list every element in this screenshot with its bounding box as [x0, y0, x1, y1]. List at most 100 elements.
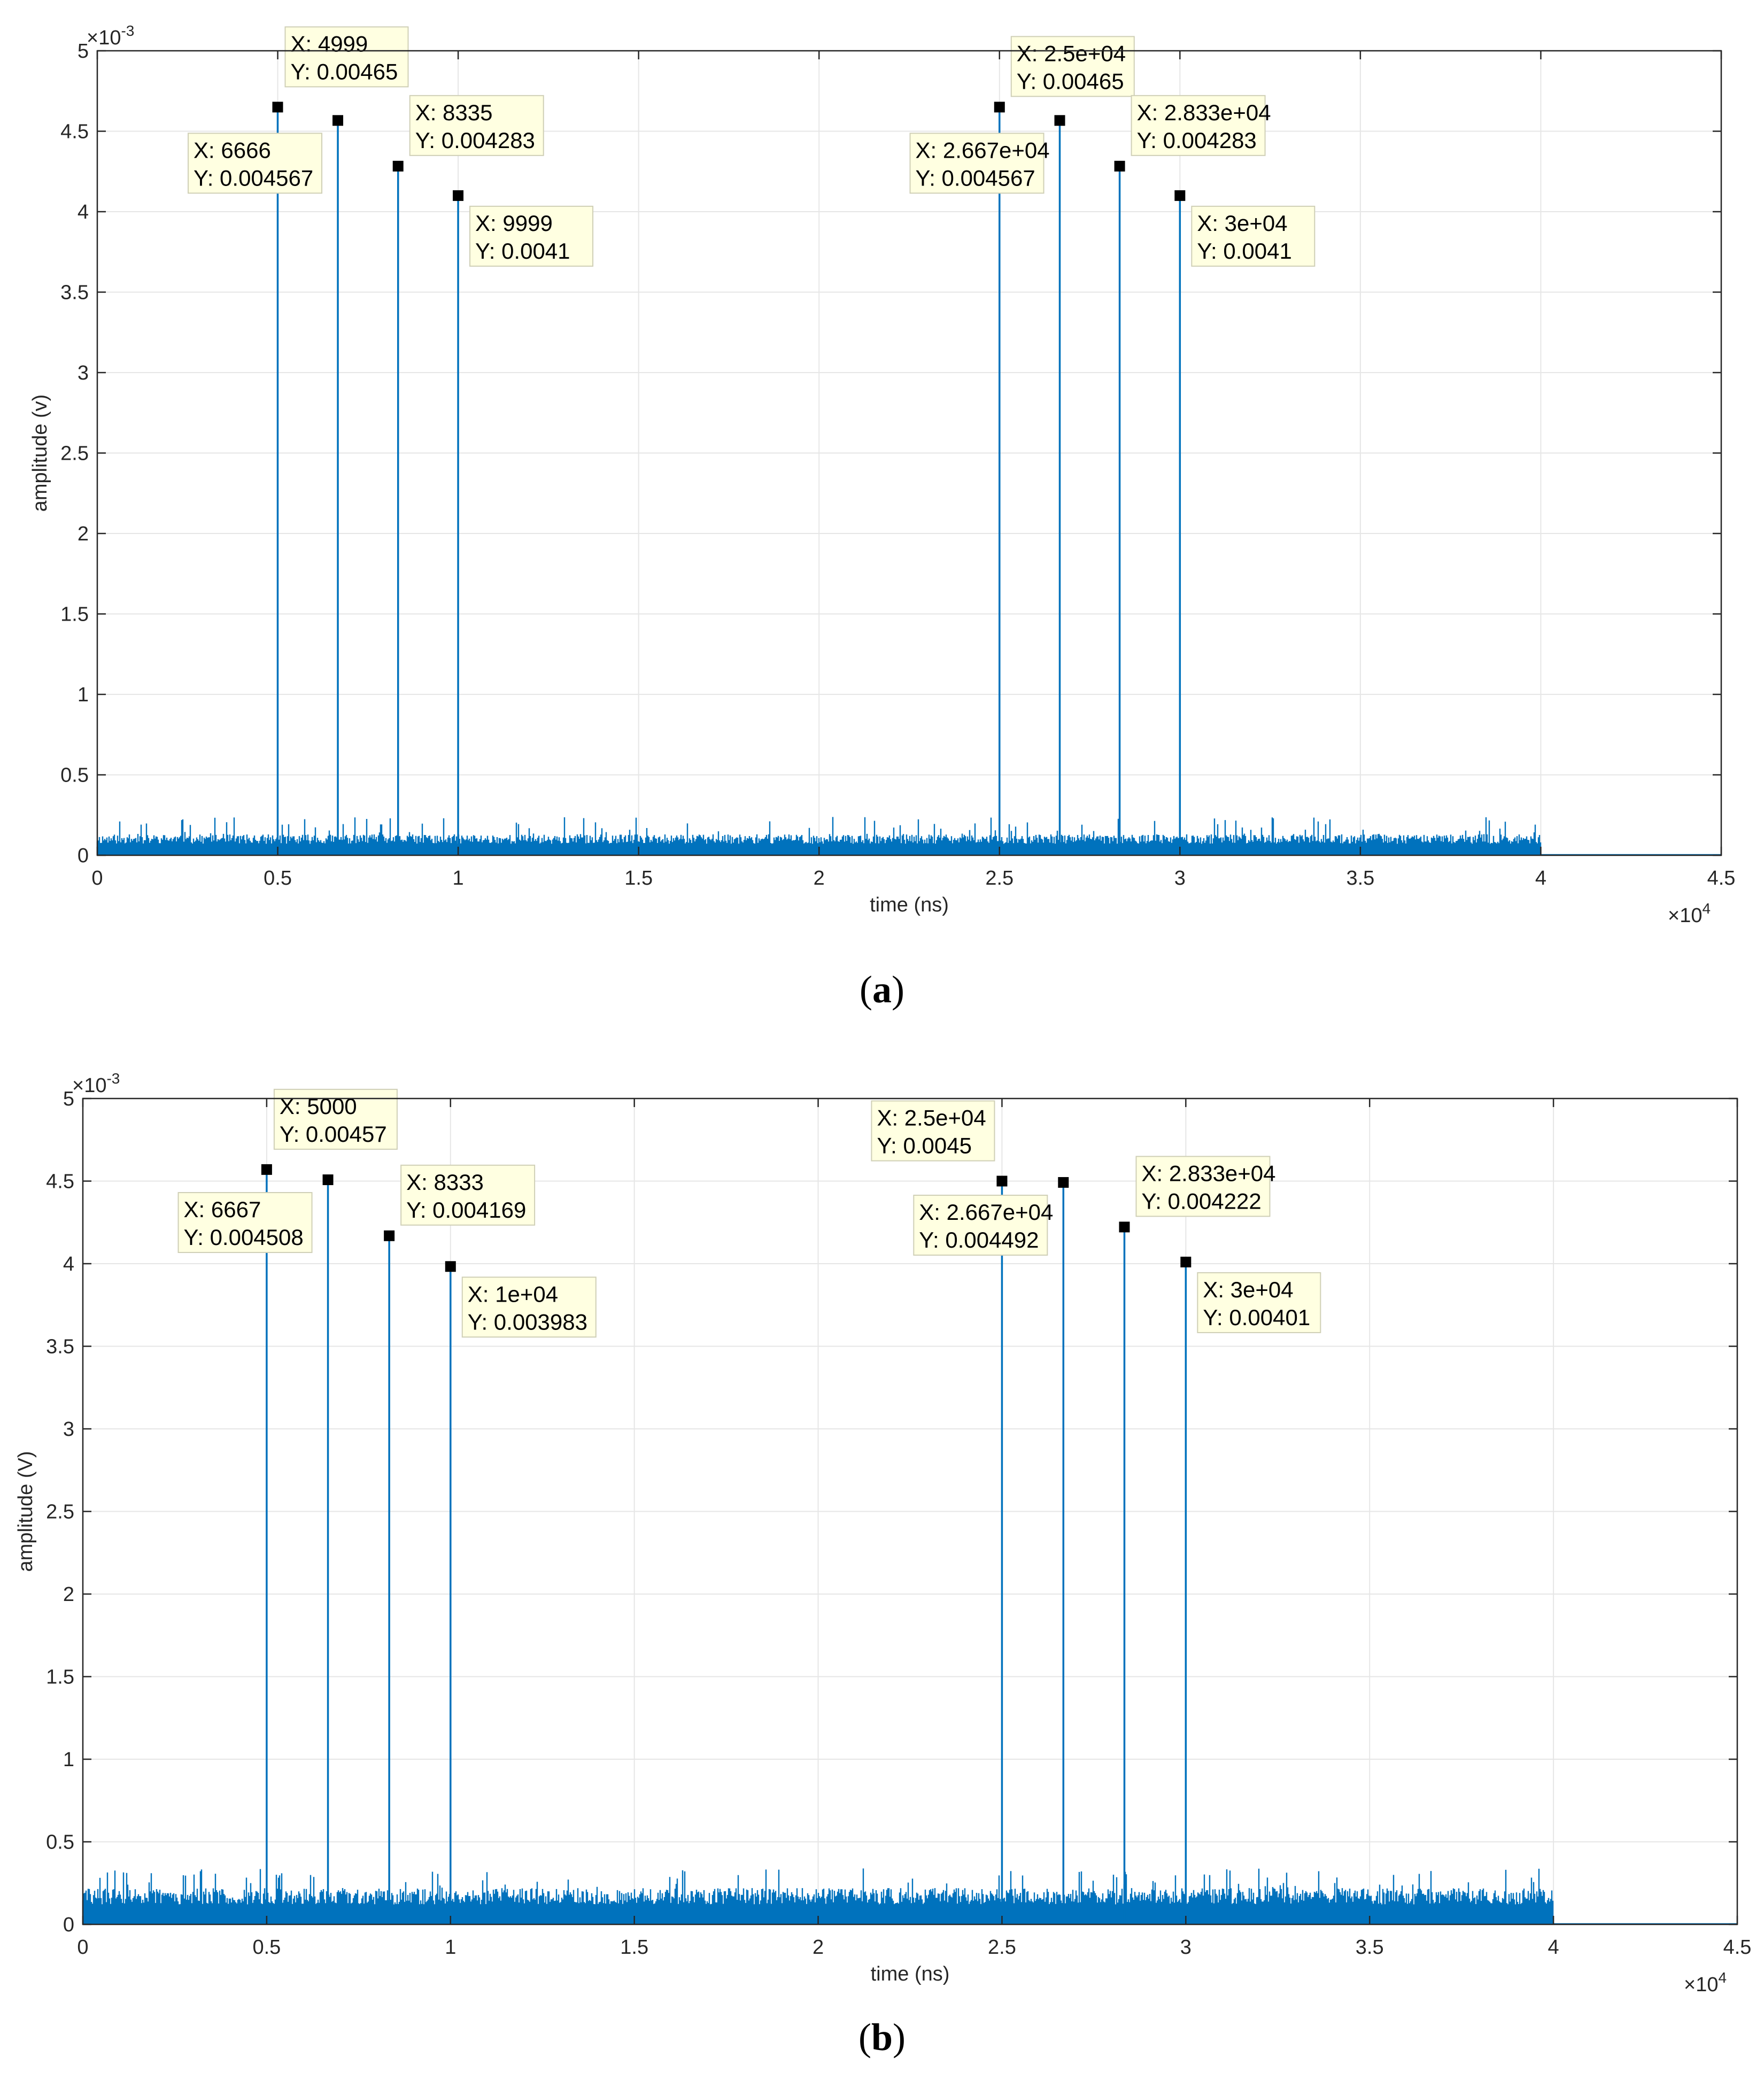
- data-tip-x: X: 3e+04: [1197, 211, 1287, 236]
- y-tick-label: 4.5: [46, 1171, 74, 1193]
- x-tick-label: 4.5: [1723, 1936, 1752, 1959]
- data-tip-box: [909, 133, 1045, 194]
- x-exponent-label: ×104: [1668, 900, 1711, 927]
- y-tick-label: 1: [63, 1749, 74, 1771]
- data-tip-box: [1197, 1272, 1321, 1333]
- data-tip-marker: [1180, 1256, 1192, 1267]
- data-tip-x: X: 6667: [184, 1197, 261, 1222]
- data-tip-x: X: 6666: [194, 137, 271, 163]
- x-exponent-base: ×10: [1668, 904, 1702, 927]
- data-tip-y: Y: 0.004222: [1141, 1188, 1261, 1213]
- y-tick-label: 3.5: [46, 1336, 74, 1358]
- data-tip-box: [871, 1100, 995, 1162]
- y-tick-label: 4: [63, 1253, 74, 1275]
- data-tip-x: X: 2.5e+04: [1017, 41, 1126, 66]
- data-tip: X: 2.833e+04 Y: 0.004283: [1131, 95, 1271, 156]
- data-tip-y: Y: 0.0041: [1197, 238, 1292, 264]
- data-tip-marker: [445, 1261, 456, 1272]
- y-tick-label: 0: [78, 845, 89, 867]
- y-exponent-base: ×10: [87, 27, 121, 49]
- data-tip-y: Y: 0.003983: [468, 1309, 587, 1334]
- y-tick-label: 1: [78, 684, 89, 706]
- caption-a: (a): [860, 968, 904, 1011]
- data-tip-marker: [453, 190, 464, 201]
- y-exponent-base: ×10: [72, 1074, 106, 1097]
- data-tip-box: [273, 1088, 398, 1150]
- data-tip-y: Y: 0.004283: [415, 128, 535, 153]
- x-tick-label: 1.5: [624, 867, 653, 889]
- x-tick-label: 1: [445, 1936, 456, 1959]
- y-tick-label: 3: [63, 1418, 74, 1441]
- data-tip-box: [1191, 205, 1316, 267]
- x-tick-label: 0: [91, 867, 103, 889]
- x-tick-label: 4: [1535, 867, 1546, 889]
- y-tick-label: 0.5: [60, 764, 89, 787]
- data-tip-box: [1010, 36, 1135, 97]
- data-tip-x: X: 3e+04: [1203, 1277, 1293, 1302]
- x-tick-label: 2.5: [985, 867, 1013, 889]
- data-tip: X: 3e+04 Y: 0.00401: [1197, 1272, 1321, 1333]
- data-tip: X: 8335 Y: 0.004283: [409, 95, 544, 156]
- data-tip-x: X: 8333: [406, 1170, 484, 1195]
- data-tip-x: X: 9999: [475, 211, 553, 236]
- data-tip-x: X: 5000: [280, 1094, 357, 1119]
- data-tip-box: [400, 1164, 536, 1226]
- x-tick-label: 0.5: [264, 867, 292, 889]
- data-tip-x: X: 2.833e+04: [1141, 1161, 1275, 1186]
- data-tip-y: Y: 0.004567: [916, 165, 1035, 190]
- data-tip-marker: [996, 1175, 1008, 1187]
- data-tip-marker: [261, 1164, 272, 1175]
- data-tip: X: 3e+04Y: 0.0041: [1191, 205, 1316, 267]
- data-tip-y: Y: 0.0041: [475, 238, 570, 264]
- y-tick-label: 2: [78, 523, 89, 545]
- x-axis-label: time (ns): [870, 894, 949, 916]
- data-tip-marker: [1054, 115, 1065, 126]
- x-tick-label: 1: [453, 867, 464, 889]
- data-tip: X: 6667 Y: 0.004508: [177, 1192, 313, 1254]
- data-tip-x: X: 2.833e+04: [1137, 100, 1271, 125]
- data-tip-marker: [392, 160, 404, 172]
- data-tip-y: Y: 0.004283: [1137, 128, 1257, 153]
- y-tick-label: 4: [78, 201, 89, 223]
- data-tip-y: Y: 0.0045: [877, 1133, 972, 1158]
- data-tip-x: X: 2.5e+04: [877, 1105, 986, 1131]
- grid: [83, 1099, 1737, 1924]
- data-tip-marker: [384, 1230, 395, 1241]
- data-tip: X: 1e+04 Y: 0.003983: [461, 1277, 597, 1338]
- y-axis-label: amplitude (v): [29, 395, 51, 512]
- x-tick-label: 3.5: [1356, 1936, 1384, 1959]
- data-tip-y: Y: 0.00465: [290, 59, 398, 84]
- y-tick-label: 3: [78, 362, 89, 384]
- y-tick-label: 5: [78, 40, 89, 63]
- y-tick-label: 0: [63, 1914, 74, 1936]
- x-tick-label: 4.5: [1707, 867, 1736, 889]
- data-tip-box: [188, 133, 323, 194]
- data-tip-y: Y: 0.00401: [1203, 1305, 1310, 1330]
- x-tick-label: 2.5: [988, 1936, 1016, 1959]
- x-tick-label: 2: [814, 867, 825, 889]
- data-tip-y: Y: 0.00457: [280, 1121, 387, 1147]
- data-tip: X: 4999 Y: 0.00465: [284, 26, 409, 88]
- y-exponent-power: -3: [121, 22, 134, 39]
- data-tip-marker: [1058, 1177, 1069, 1188]
- data-tip-marker: [994, 102, 1005, 113]
- data-tip-box: [1131, 95, 1266, 156]
- y-exponent-label: ×10-3: [87, 22, 134, 49]
- x-tick-label: 4: [1548, 1936, 1559, 1959]
- y-exponent-power: -3: [106, 1070, 120, 1087]
- data-tip: X: 2.5e+04Y: 0.00465: [1010, 36, 1135, 97]
- data-tip: X: 2.833e+04Y: 0.004222: [1135, 1156, 1276, 1217]
- data-tip-box: [284, 26, 409, 88]
- y-axis-label: amplitude (V): [14, 1451, 37, 1572]
- data-tip-y: Y: 0.004169: [406, 1197, 526, 1223]
- data-tip-y: Y: 0.00465: [1017, 68, 1124, 94]
- x-tick-label: 0: [77, 1936, 88, 1959]
- data-tip-box: [461, 1277, 597, 1338]
- data-tip-marker: [1119, 1221, 1130, 1233]
- data-tip-marker: [332, 115, 344, 126]
